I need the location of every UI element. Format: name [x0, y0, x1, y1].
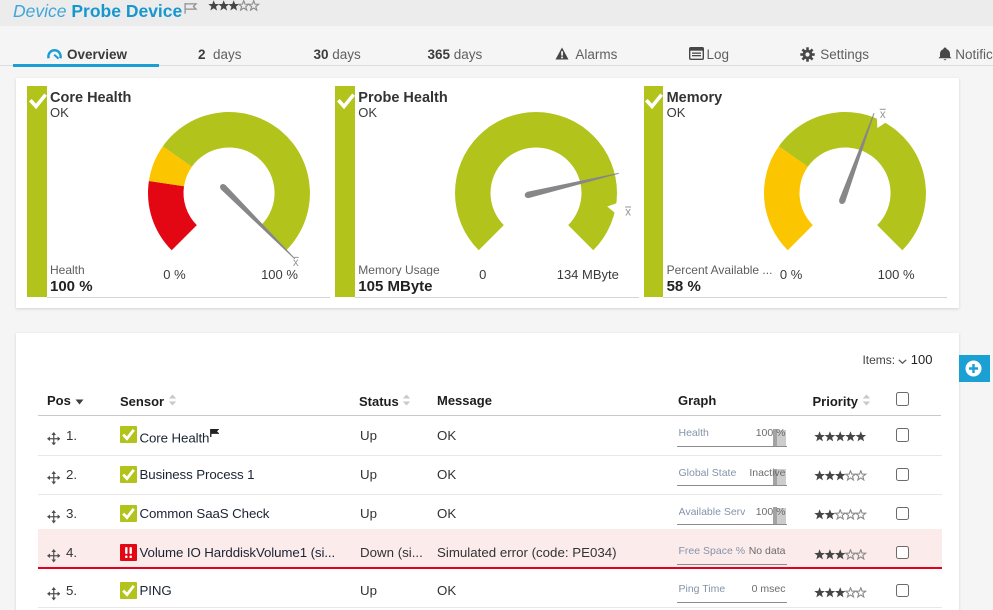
svg-text:x: x [293, 257, 299, 269]
svg-text:x: x [625, 207, 631, 219]
svg-text:x: x [879, 109, 885, 121]
